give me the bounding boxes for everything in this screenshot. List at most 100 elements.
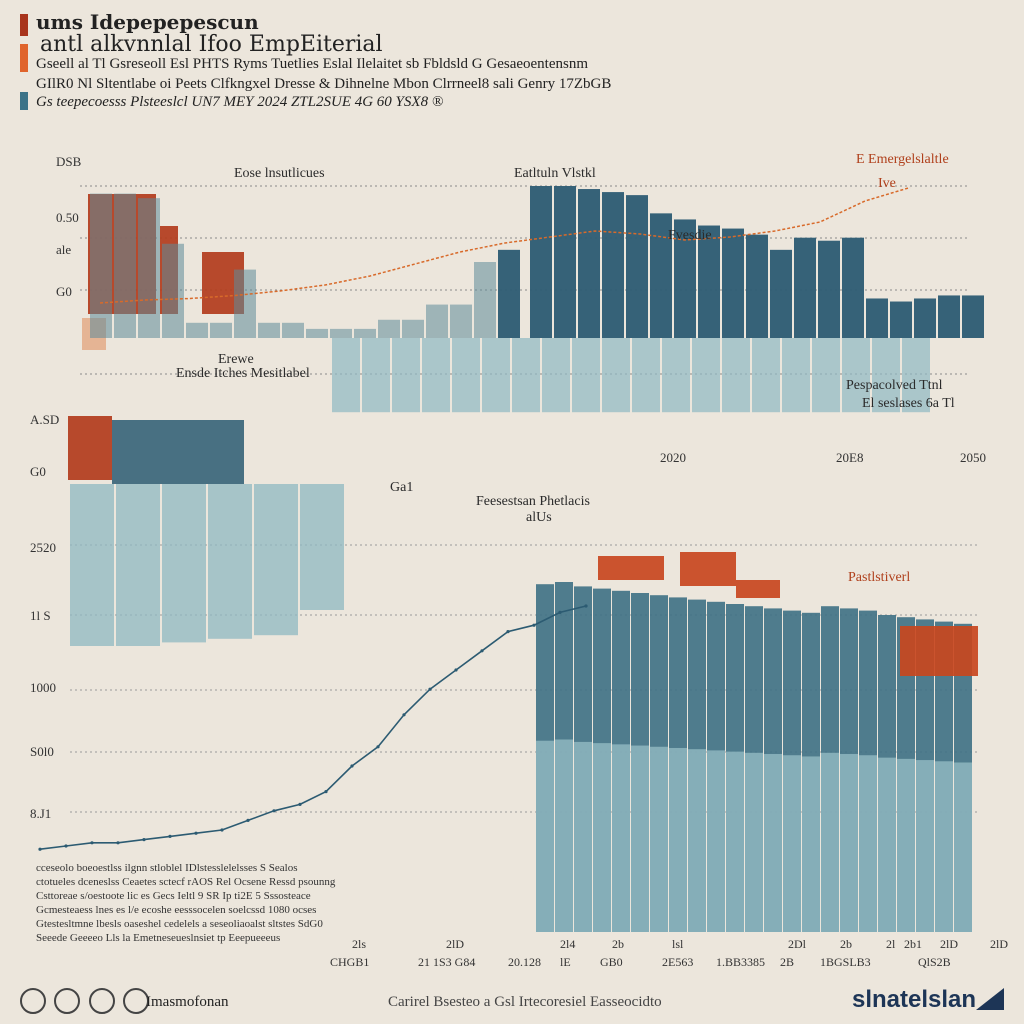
bar bbox=[650, 213, 672, 338]
data-point bbox=[38, 847, 42, 851]
bar-reflection bbox=[593, 743, 611, 932]
bar-reflection bbox=[362, 338, 390, 413]
bar-reflection bbox=[650, 746, 668, 932]
bar-reflection bbox=[802, 756, 820, 932]
bar bbox=[70, 484, 114, 646]
bar-reflection bbox=[954, 762, 972, 932]
bar bbox=[234, 269, 256, 338]
bar bbox=[842, 237, 864, 338]
data-point bbox=[350, 764, 354, 768]
x-tick-label: QlS2B bbox=[918, 955, 951, 969]
footer-icons bbox=[20, 988, 150, 1019]
bar bbox=[300, 484, 344, 610]
bar-reflection bbox=[752, 338, 780, 413]
bar-reflection bbox=[722, 338, 750, 413]
bar-reflection bbox=[422, 338, 450, 413]
bar bbox=[890, 301, 912, 338]
bar-reflection bbox=[812, 338, 840, 413]
bar-reflection bbox=[536, 740, 554, 932]
data-point bbox=[116, 841, 120, 845]
x-tick-label: 1.BB3385 bbox=[716, 955, 765, 969]
bar bbox=[114, 193, 136, 338]
bar bbox=[210, 322, 232, 338]
x-tick-label: 2B bbox=[780, 955, 794, 969]
bar bbox=[674, 219, 696, 338]
bar bbox=[866, 298, 888, 338]
bar-reflection bbox=[897, 758, 915, 932]
bar-reflection bbox=[842, 338, 870, 413]
bar bbox=[90, 193, 112, 338]
data-point bbox=[220, 828, 224, 832]
y-tick-label: DSB bbox=[56, 154, 82, 169]
annotation-pres-mid: Erewe bbox=[218, 352, 254, 367]
bar bbox=[722, 228, 744, 338]
bar bbox=[112, 420, 244, 484]
bar-reflection bbox=[745, 752, 763, 932]
bar-reflection bbox=[612, 744, 630, 932]
bar bbox=[554, 186, 576, 338]
bar bbox=[914, 298, 936, 338]
bar bbox=[474, 262, 496, 338]
x-tick-label: 2b bbox=[840, 937, 852, 951]
bar-reflection bbox=[707, 750, 725, 932]
bar-reflection bbox=[902, 338, 930, 413]
bar bbox=[426, 304, 448, 338]
bar-reflection bbox=[688, 749, 706, 932]
legend-swatch-1 bbox=[20, 14, 28, 36]
bar-reflection bbox=[821, 752, 839, 932]
bar-reflection bbox=[935, 761, 953, 932]
footnote-3: Csttoreae s/oestoote lic es Gecs Ieltl 9… bbox=[36, 890, 311, 902]
bar bbox=[698, 225, 720, 338]
footnote-4: Gcmesteaess lnes es l/e ecoshe eesssocel… bbox=[36, 904, 317, 916]
bar bbox=[402, 319, 424, 338]
annotation-emerg: E Emergelslaltle bbox=[856, 152, 949, 167]
bar bbox=[626, 195, 648, 338]
trend-line bbox=[99, 186, 911, 304]
y-tick-label: S0l0 bbox=[30, 744, 54, 759]
data-point bbox=[194, 831, 198, 835]
footer-left-text: Imasmofonan bbox=[146, 994, 229, 1010]
bar-reflection bbox=[555, 739, 573, 932]
bar bbox=[962, 295, 984, 338]
circle-icon bbox=[123, 988, 150, 1014]
data-point bbox=[376, 745, 380, 749]
circle-icon bbox=[88, 988, 115, 1014]
subtitle-line2: GIlR0 Nl Sltentlabe oi Peets Clfkngxel D… bbox=[36, 76, 612, 92]
x-tick-label: CHGB1 bbox=[330, 955, 369, 969]
footer-center-text: Carirel Bsesteo a Gsl Irtecoresiel Easse… bbox=[388, 994, 662, 1010]
bar-reflection bbox=[452, 338, 480, 413]
data-point bbox=[246, 818, 250, 823]
y-tick-label: G0 bbox=[30, 464, 46, 479]
bar bbox=[254, 484, 298, 636]
bar bbox=[138, 198, 160, 338]
bar-reflection bbox=[574, 741, 592, 932]
annotation-base: Eose lnsutlicues bbox=[234, 166, 325, 181]
bar bbox=[938, 295, 960, 338]
x-tick-label: 1BGSLB3 bbox=[820, 955, 871, 969]
bar-reflection bbox=[916, 760, 934, 932]
legend-swatch-3 bbox=[20, 92, 28, 110]
legend-swatch-2 bbox=[20, 44, 28, 72]
bar-reflection bbox=[632, 338, 660, 413]
footnotes: cceseolo boeoestlss ilgnn stloblel IDlst… bbox=[36, 862, 335, 944]
data-point bbox=[324, 790, 328, 794]
bar-reflection bbox=[669, 747, 687, 932]
x-tick-label: 2l4 bbox=[560, 937, 575, 951]
bar-reflection bbox=[878, 757, 896, 932]
x-tick-label: lE bbox=[560, 955, 571, 969]
y-tick-label: 8.J1 bbox=[30, 806, 51, 821]
data-point bbox=[168, 834, 172, 839]
data-point bbox=[142, 838, 146, 842]
x-tick-label: 2020 bbox=[660, 450, 686, 465]
data-point bbox=[558, 610, 562, 615]
annotation-peak: Eatltuln Vlstkl bbox=[514, 166, 596, 181]
bar bbox=[306, 328, 328, 338]
bar-reflection bbox=[662, 338, 690, 413]
x-tick-label: GB0 bbox=[600, 955, 623, 969]
subtitle-line1: Gseell al Tl Gsreseoll Esl PHTS Ryms Tue… bbox=[36, 56, 588, 72]
x-tick-label: 21 1S3 G84 bbox=[418, 955, 475, 969]
x-tick-label: 2Dl bbox=[788, 937, 807, 951]
annotation-pres-final: Feesestsan Phetlacis bbox=[476, 494, 590, 509]
circle-icon bbox=[54, 988, 81, 1014]
annotation-emerg-sub: Ive bbox=[878, 176, 896, 191]
